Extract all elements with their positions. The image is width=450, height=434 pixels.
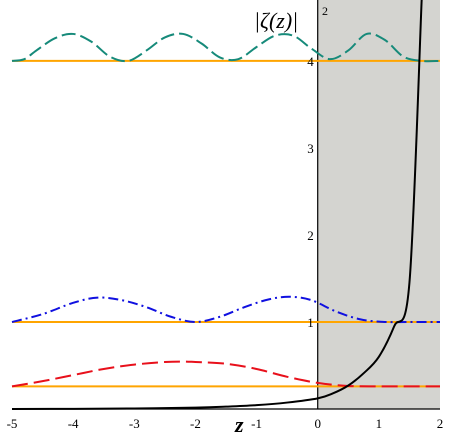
y-tick-label: 4 <box>307 54 314 69</box>
y-tick-label: 1 <box>307 315 314 330</box>
y-axis-label-superscript: 2 <box>322 4 328 18</box>
potential-layer <box>11 0 423 410</box>
x-tick-label: 0 <box>314 416 321 431</box>
x-tick-label: -2 <box>190 416 201 431</box>
series-line-1 <box>11 360 440 388</box>
x-tick-label: 1 <box>376 416 383 431</box>
series-layer <box>11 32 441 388</box>
y-tick-label: 2 <box>307 228 314 243</box>
x-tick-label: -4 <box>68 416 79 431</box>
series-line-2 <box>11 295 440 324</box>
x-axis-label: z <box>234 412 244 434</box>
y-axis-label: |ζ(z)| <box>254 8 298 33</box>
tick-labels-layer: -5 -4 -3 -2 -1 0 1 2 1 2 3 4 <box>7 54 444 431</box>
x-tick-label: -5 <box>7 416 18 431</box>
y-tick-label: 3 <box>307 141 314 156</box>
x-tick-label: -3 <box>129 416 140 431</box>
potential-curve <box>11 0 423 410</box>
x-tick-label: -1 <box>251 416 262 431</box>
x-tick-label: 2 <box>437 416 444 431</box>
series-line-3 <box>11 32 441 63</box>
